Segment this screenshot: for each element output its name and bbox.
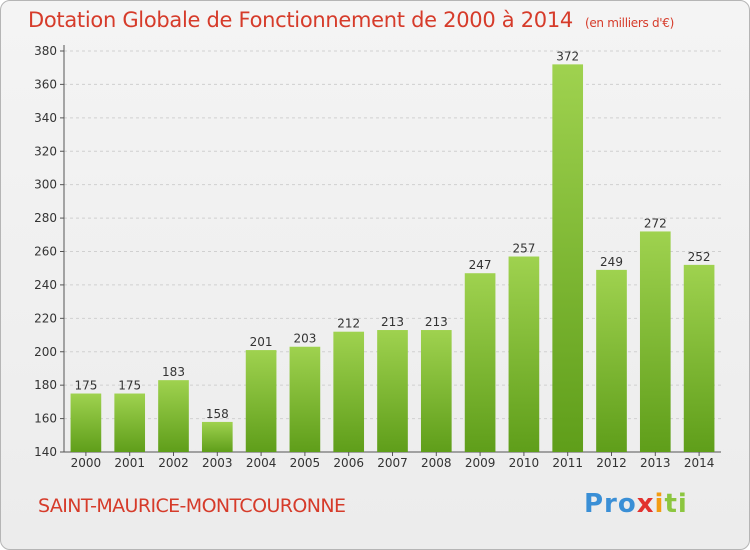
data-label: 272 <box>644 216 667 230</box>
data-label: 257 <box>512 242 535 256</box>
bar <box>70 393 102 452</box>
x-tick-label: 2012 <box>596 456 627 470</box>
x-tick-label: 2011 <box>552 456 583 470</box>
y-tick-label: 340 <box>34 111 57 125</box>
bar <box>289 346 321 452</box>
data-label: 201 <box>250 335 273 349</box>
data-label: 212 <box>337 317 360 331</box>
x-tick-label: 2000 <box>71 456 102 470</box>
bar <box>245 350 277 452</box>
y-tick-label: 360 <box>34 77 57 91</box>
chart-title-text: Dotation Globale de Fonctionnement de 20… <box>28 8 573 32</box>
bar <box>333 331 365 452</box>
bar <box>464 273 496 452</box>
bar <box>114 393 146 452</box>
x-tick-label: 2008 <box>421 456 452 470</box>
y-tick-label: 220 <box>34 311 57 325</box>
bar <box>377 330 408 452</box>
x-tick-label: 2009 <box>465 456 496 470</box>
data-label: 183 <box>162 365 185 379</box>
data-label: 203 <box>293 332 316 346</box>
x-tick-label: 2013 <box>640 456 671 470</box>
bar <box>552 64 584 452</box>
y-tick-label: 320 <box>34 144 57 158</box>
y-tick-label: 280 <box>34 211 57 225</box>
logo-part: Pro <box>584 489 637 519</box>
data-label: 158 <box>206 407 229 421</box>
y-tick-label: 240 <box>34 278 57 292</box>
logo-part: i <box>654 489 665 519</box>
y-tick-label: 180 <box>34 378 57 392</box>
bar <box>508 256 540 452</box>
data-label: 249 <box>600 255 623 269</box>
y-tick-label: 160 <box>34 412 57 426</box>
bar <box>639 231 671 452</box>
bar <box>683 264 715 452</box>
bar <box>596 269 627 452</box>
bar <box>158 380 189 452</box>
x-tick-label: 2007 <box>377 456 408 470</box>
x-tick-label: 2006 <box>333 456 364 470</box>
data-label: 372 <box>556 49 579 63</box>
x-tick-label: 2003 <box>202 456 233 470</box>
y-tick-label: 260 <box>34 245 57 259</box>
data-label: 252 <box>688 250 711 264</box>
y-tick-label: 140 <box>34 445 57 459</box>
x-tick-label: 2002 <box>158 456 189 470</box>
logo-part: x <box>636 489 655 519</box>
x-tick-label: 2004 <box>246 456 277 470</box>
data-label: 213 <box>425 315 448 329</box>
x-tick-label: 2001 <box>114 456 145 470</box>
bar <box>420 330 452 452</box>
x-tick-label: 2014 <box>684 456 715 470</box>
chart-title: Dotation Globale de Fonctionnement de 20… <box>28 8 674 32</box>
data-label: 175 <box>74 379 97 393</box>
y-tick-label: 300 <box>34 178 57 192</box>
x-tick-label: 2010 <box>509 456 540 470</box>
unit-note: (en milliers d'€) <box>584 16 674 30</box>
logo-part: ti <box>664 489 688 519</box>
y-tick-label: 200 <box>34 345 57 359</box>
proxiti-logo: Proxiti <box>584 489 688 519</box>
x-tick-label: 2005 <box>290 456 321 470</box>
data-label: 213 <box>381 315 404 329</box>
data-label: 175 <box>118 379 141 393</box>
commune-name: SAINT-MAURICE-MONTCOURONNE <box>38 495 346 517</box>
data-label: 247 <box>469 258 492 272</box>
y-tick-label: 380 <box>34 44 57 58</box>
bar <box>201 421 233 452</box>
